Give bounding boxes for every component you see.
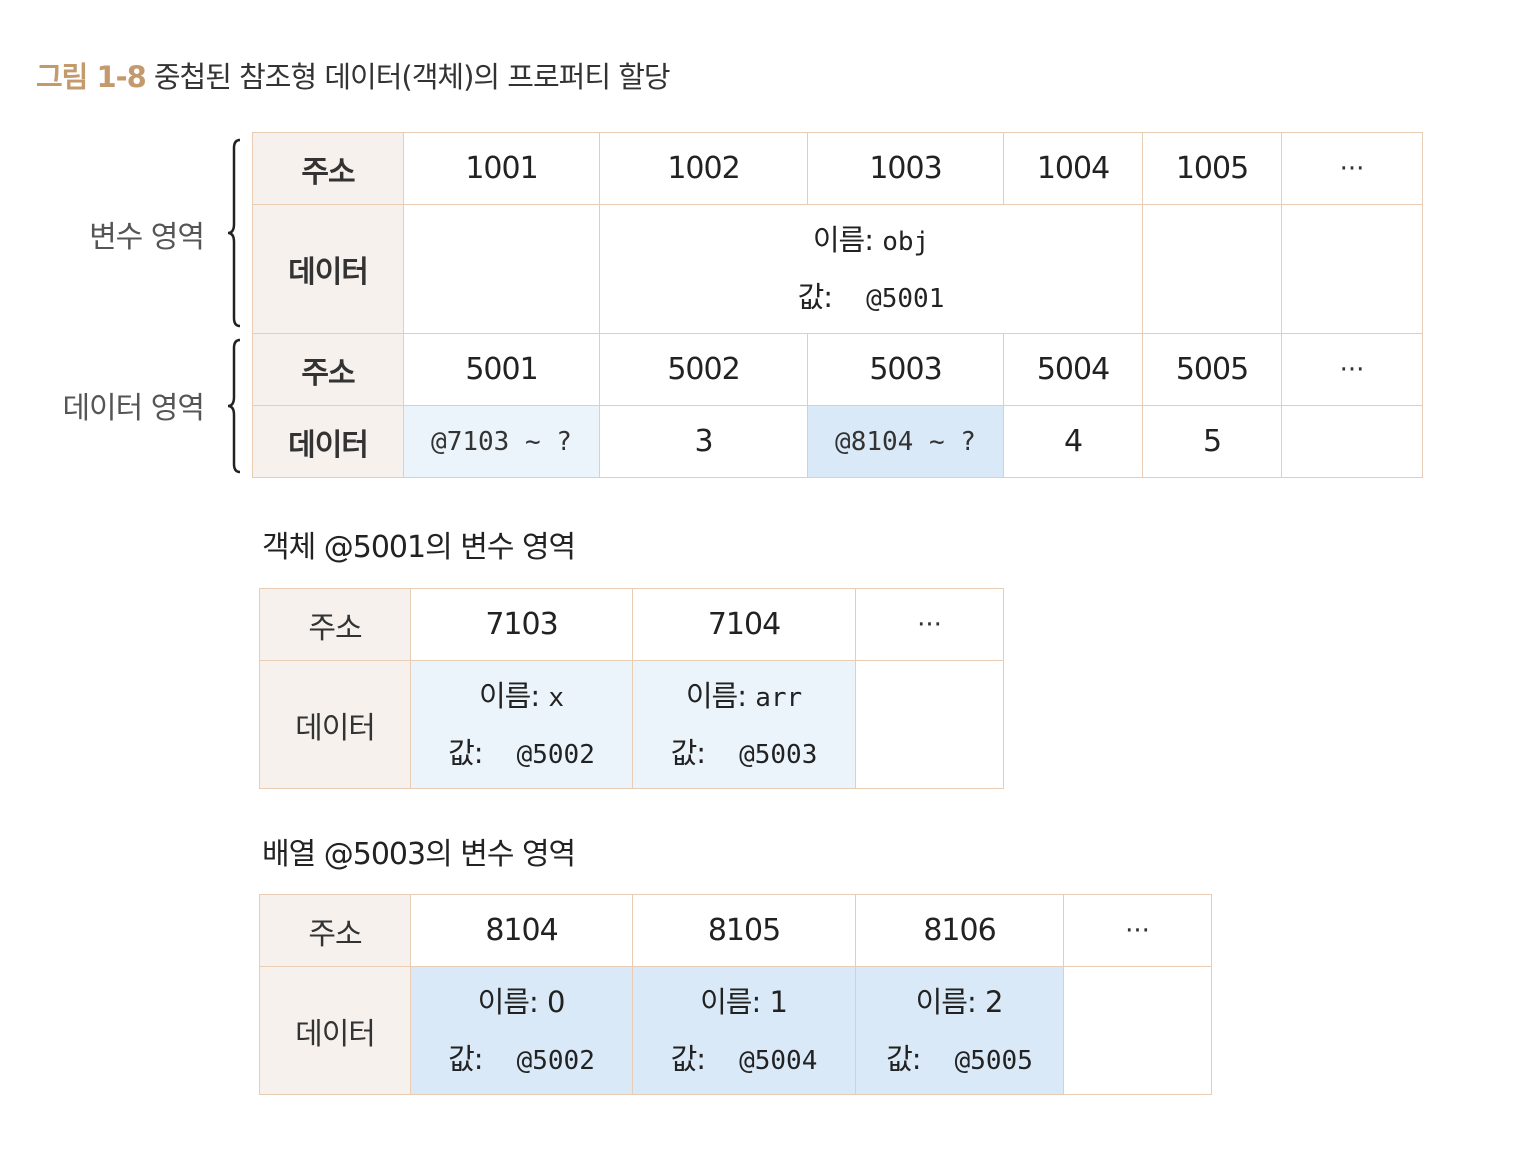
array-address-row: 주소 8104 8105 8106 ···	[260, 895, 1212, 967]
address-cell: 7103	[411, 589, 633, 661]
data-region-label: 데이터 영역	[4, 383, 204, 427]
data-value-cell: 4	[1004, 406, 1143, 478]
object-address-row: 주소 7103 7104 ···	[260, 589, 1004, 661]
name-prefix: 이름:	[479, 679, 539, 713]
address-cell: 1005	[1143, 133, 1282, 205]
address-cell: 8106	[856, 895, 1064, 967]
property-cell: 이름: arr 값: @5003	[633, 661, 856, 789]
name-prefix: 이름:	[686, 679, 746, 713]
figure-number: 그림 1-8	[36, 60, 146, 94]
ellipsis-cell: ···	[856, 589, 1004, 661]
element-cell: 이름: 1 값: @5004	[633, 967, 856, 1095]
data-value-cell: 5	[1143, 406, 1282, 478]
address-header: 주소	[253, 133, 404, 205]
entry-value: @5001	[866, 284, 944, 314]
address-cell: 1004	[1004, 133, 1143, 205]
ellipsis-cell: ···	[1282, 133, 1423, 205]
address-cell: 5005	[1143, 334, 1282, 406]
element-index: 0	[547, 985, 565, 1019]
name-prefix: 이름:	[478, 985, 538, 1019]
address-header: 주소	[260, 895, 411, 967]
property-name: x	[548, 683, 564, 713]
data-header: 데이터	[253, 406, 404, 478]
entry-name: obj	[882, 227, 929, 257]
value-prefix: 값:	[886, 1042, 920, 1076]
value-prefix: 값:	[671, 1042, 705, 1076]
element-cell: 이름: 2 값: @5005	[856, 967, 1064, 1095]
element-cell: 이름: 0 값: @5002	[411, 967, 633, 1095]
variable-region-brace	[226, 138, 246, 328]
array-data-row: 데이터 이름: 0 값: @5002 이름: 1 값: @5004 이름: 2 값:…	[260, 967, 1212, 1095]
property-name: arr	[755, 683, 802, 713]
data-address-row: 주소 5001 5002 5003 5004 5005 ···	[253, 334, 1423, 406]
empty-cell	[1064, 967, 1212, 1095]
data-header: 데이터	[260, 967, 411, 1095]
address-cell: 1002	[600, 133, 808, 205]
address-cell: 8104	[411, 895, 633, 967]
data-region-brace	[226, 338, 246, 474]
address-cell: 7104	[633, 589, 856, 661]
name-prefix: 이름:	[813, 223, 873, 257]
element-index: 1	[769, 985, 787, 1019]
element-index: 2	[985, 985, 1003, 1019]
object-area-table: 주소 7103 7104 ··· 데이터 이름: x 값: @5002 이름: a…	[259, 588, 1004, 789]
empty-cell	[1282, 205, 1423, 334]
data-value-row: 데이터 @7103 ~ ? 3 @8104 ~ ? 4 5	[253, 406, 1423, 478]
value-prefix: 값:	[448, 736, 482, 770]
value-prefix: 값:	[798, 280, 832, 314]
ellipsis-cell: ···	[1282, 334, 1423, 406]
name-prefix: 이름:	[916, 985, 976, 1019]
property-value: @5002	[517, 740, 595, 770]
address-header: 주소	[260, 589, 411, 661]
property-value: @5003	[739, 740, 817, 770]
variable-address-row: 주소 1001 1002 1003 1004 1005 ···	[253, 133, 1423, 205]
empty-cell	[1282, 406, 1423, 478]
data-header: 데이터	[260, 661, 411, 789]
value-prefix: 값:	[448, 1042, 482, 1076]
figure-title: 중첩된 참조형 데이터(객체)의 프로퍼티 할당	[154, 60, 670, 94]
name-prefix: 이름:	[700, 985, 760, 1019]
empty-cell	[856, 661, 1004, 789]
address-header: 주소	[253, 334, 404, 406]
address-cell: 1001	[404, 133, 600, 205]
memory-table: 주소 1001 1002 1003 1004 1005 ··· 데이터 이름: …	[252, 132, 1423, 478]
data-value-cell: 3	[600, 406, 808, 478]
property-cell: 이름: x 값: @5002	[411, 661, 633, 789]
array-area-title: 배열 @5003의 변수 영역	[262, 829, 575, 873]
data-value-cell: @8104 ~ ?	[808, 406, 1004, 478]
element-value: @5005	[955, 1046, 1033, 1076]
data-header: 데이터	[253, 205, 404, 334]
address-cell: 5002	[600, 334, 808, 406]
empty-cell	[1143, 205, 1282, 334]
figure-caption: 그림 1-8 중첩된 참조형 데이터(객체)의 프로퍼티 할당	[36, 54, 670, 96]
array-area-table: 주소 8104 8105 8106 ··· 데이터 이름: 0 값: @5002 …	[259, 894, 1212, 1095]
address-cell: 5004	[1004, 334, 1143, 406]
ellipsis-cell: ···	[1064, 895, 1212, 967]
variable-entry-cell: 이름: obj 값: @5001	[600, 205, 1143, 334]
address-cell: 8105	[633, 895, 856, 967]
object-area-title: 객체 @5001의 변수 영역	[262, 522, 575, 566]
element-value: @5004	[739, 1046, 817, 1076]
address-cell: 5003	[808, 334, 1004, 406]
element-value: @5002	[517, 1046, 595, 1076]
address-cell: 1003	[808, 133, 1004, 205]
empty-cell	[404, 205, 600, 334]
value-prefix: 값:	[671, 736, 705, 770]
address-cell: 5001	[404, 334, 600, 406]
data-value-cell: @7103 ~ ?	[404, 406, 600, 478]
variable-data-row: 데이터 이름: obj 값: @5001	[253, 205, 1423, 334]
object-data-row: 데이터 이름: x 값: @5002 이름: arr 값: @5003	[260, 661, 1004, 789]
variable-region-label: 변수 영역	[4, 212, 204, 256]
